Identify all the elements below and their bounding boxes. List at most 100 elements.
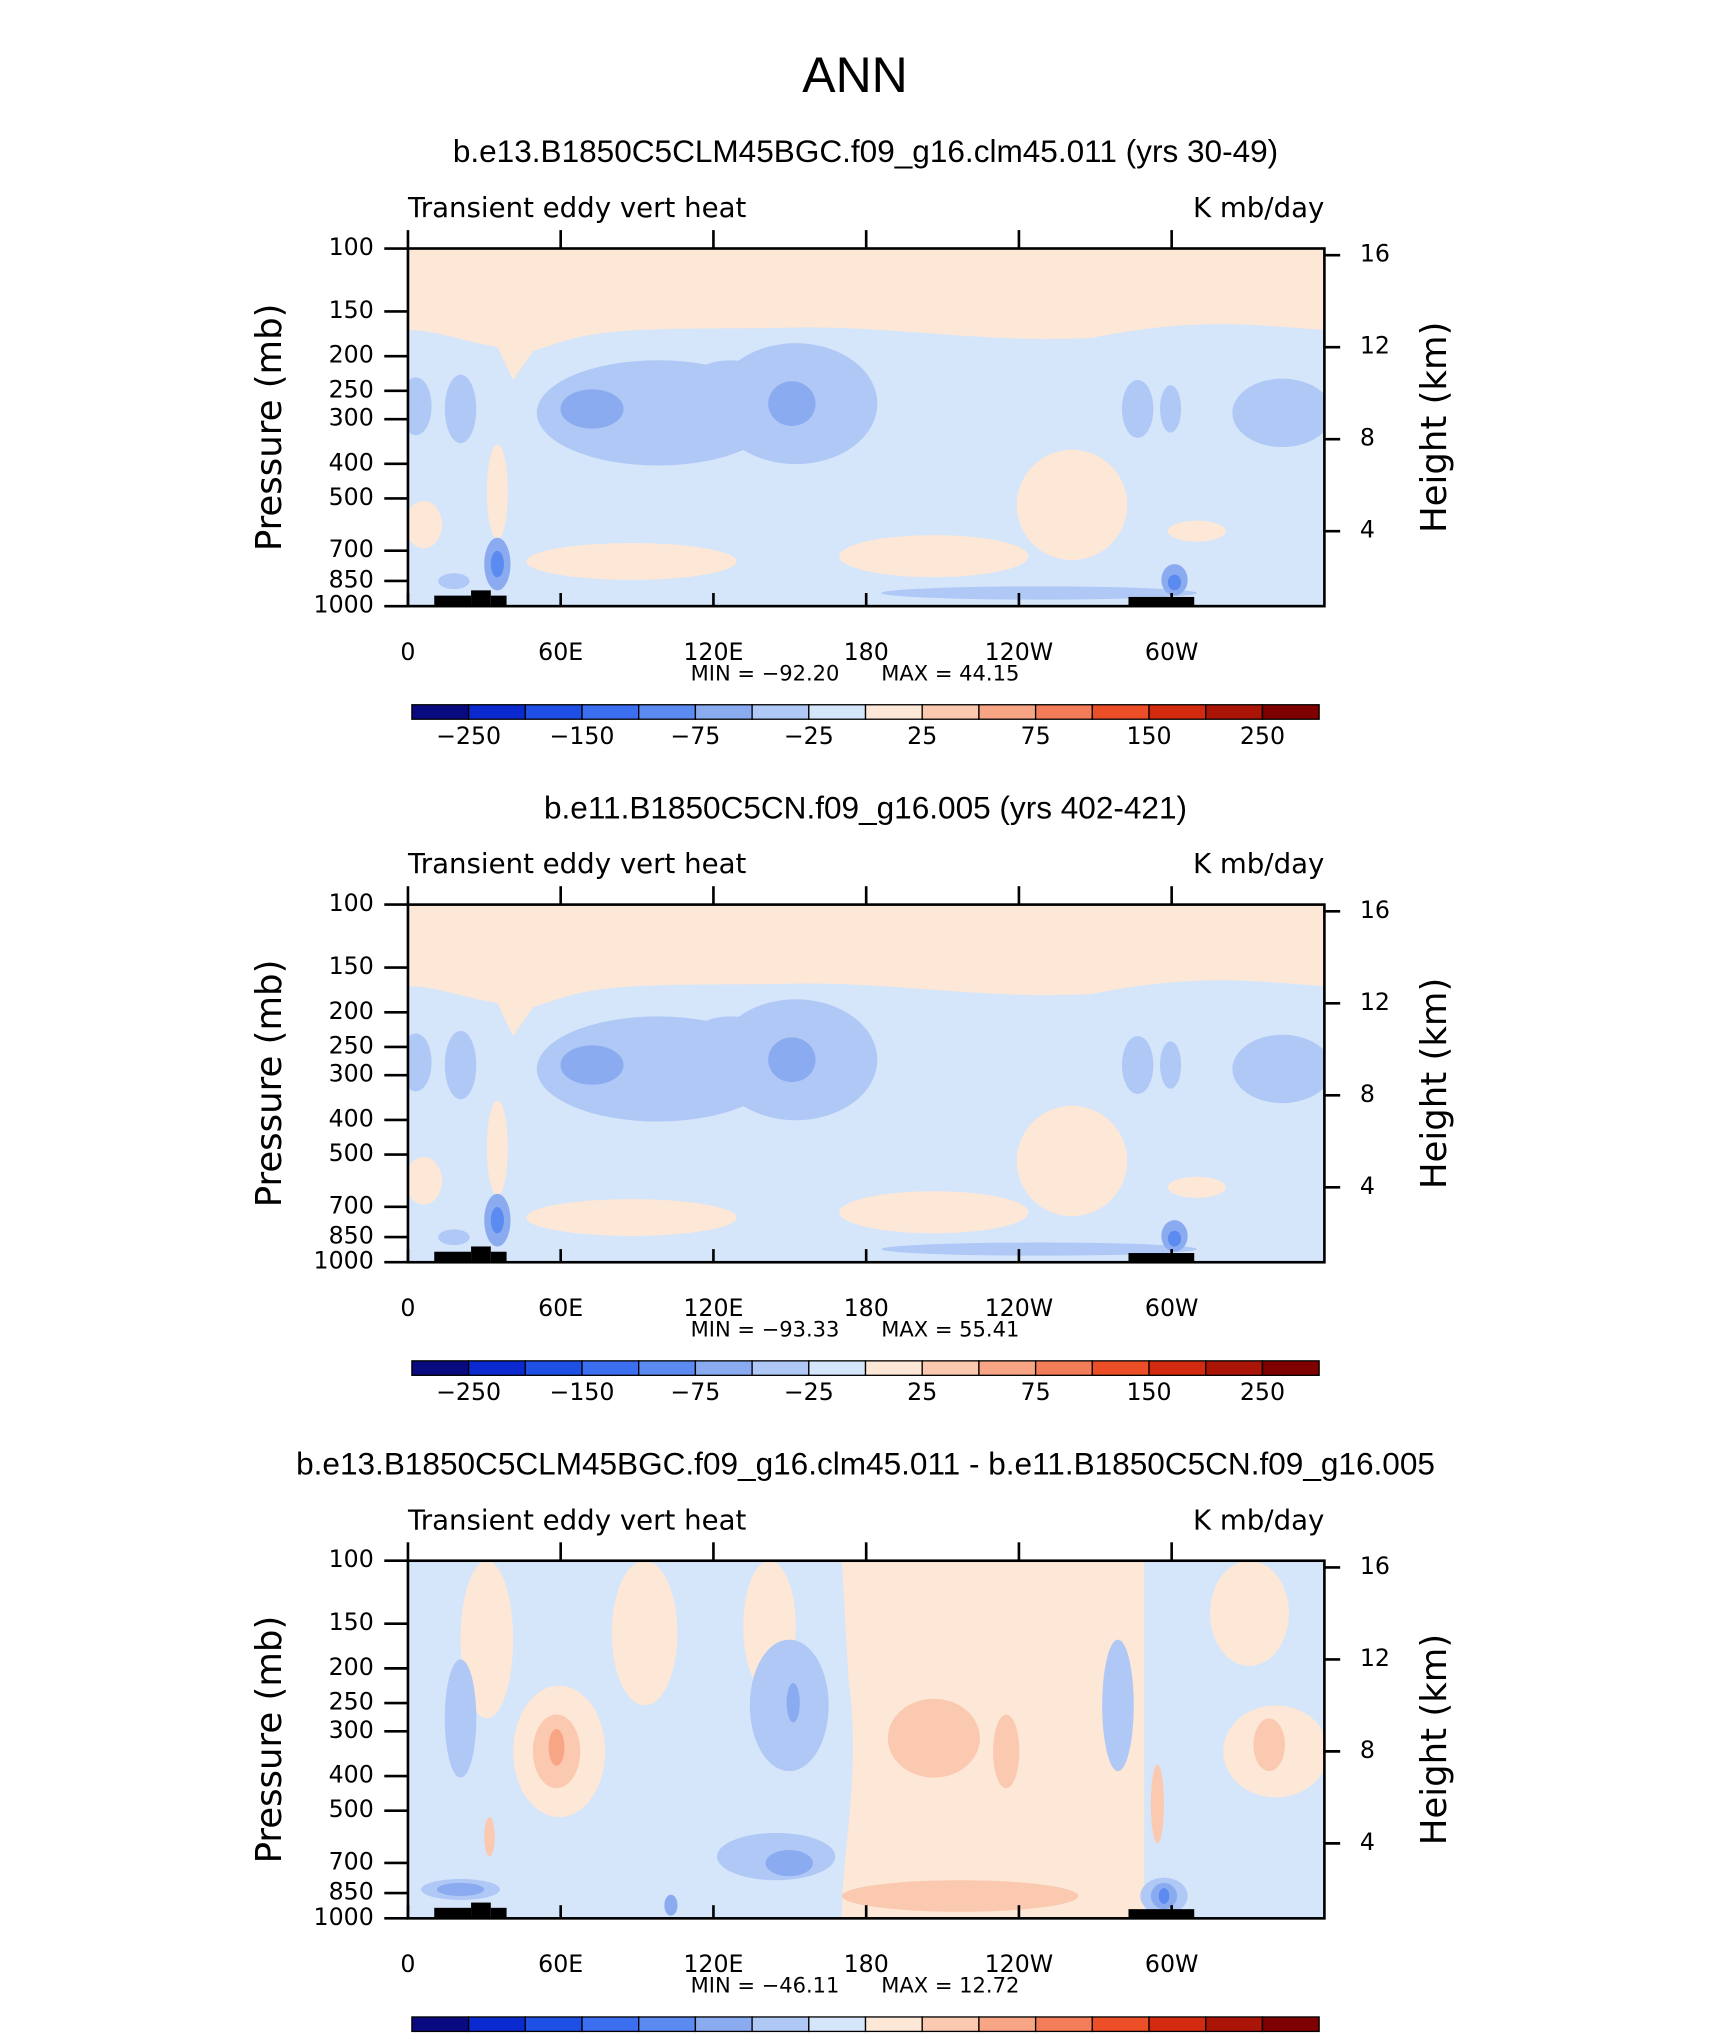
right-label: K mb/day <box>1193 847 1324 880</box>
contour-region <box>490 1207 504 1234</box>
colorbar-label: −150 <box>550 1378 615 1406</box>
colorbar-box <box>921 1360 980 1376</box>
contour-region <box>677 360 783 440</box>
topography <box>490 1907 507 1919</box>
colorbar-label: −75 <box>670 1378 720 1406</box>
colorbar-box <box>694 704 753 720</box>
y-tick-label: 100 <box>329 889 374 917</box>
colorbar-label: −250 <box>436 722 501 750</box>
contour-region <box>548 1729 565 1766</box>
colorbar-label: 75 <box>1021 1378 1051 1406</box>
y-tick-label: 150 <box>329 296 374 324</box>
contour-region <box>1160 1041 1182 1089</box>
colorbar-box <box>864 2016 923 2033</box>
colorbar-box <box>524 1360 583 1376</box>
max-label: MAX = 55.41 <box>881 1317 1019 1342</box>
colorbar-label: 25 <box>907 1378 937 1406</box>
colorbar-label: −250 <box>436 1378 501 1406</box>
contour-region <box>1121 379 1154 438</box>
x-tick-label: 120W <box>985 1950 1054 1978</box>
x-tick-label: 60W <box>1145 1294 1198 1322</box>
colorbar-label: −40 <box>614 2034 664 2038</box>
colorbar-label: 150 <box>1126 722 1171 750</box>
contour-region <box>768 381 816 427</box>
y-tick-label: 400 <box>329 1761 374 1789</box>
y2-tick-label: 16 <box>1360 240 1390 268</box>
contour-region <box>768 1037 816 1083</box>
contour-field <box>407 1560 1325 1919</box>
colorbar-box <box>1205 704 1264 720</box>
x-tick-label: 60E <box>538 1294 583 1322</box>
right-label: K mb/day <box>1193 1503 1324 1536</box>
colorbar-label: 0 <box>858 2034 873 2038</box>
contour-region <box>1016 449 1128 561</box>
min-label: MIN = −92.20 <box>691 661 840 686</box>
colorbar-box <box>864 1360 923 1376</box>
contour-region <box>1167 1230 1182 1247</box>
y-tick-label: 1000 <box>314 591 374 619</box>
contour-region <box>407 500 443 549</box>
contour-region <box>881 586 1197 600</box>
contour-region <box>444 1030 477 1100</box>
contour-field <box>407 904 1325 1263</box>
topography <box>471 1246 491 1263</box>
contour-region <box>841 1880 1079 1912</box>
topography <box>434 1251 472 1263</box>
left-label: Transient eddy vert heat <box>407 1503 747 1536</box>
colorbar-box <box>808 704 867 720</box>
colorbar-label: −25 <box>784 722 834 750</box>
topography <box>1128 1253 1195 1263</box>
contour-region <box>438 573 470 590</box>
contour-region <box>407 1157 443 1205</box>
contour-region <box>1167 1176 1226 1198</box>
colorbar-box <box>524 704 583 720</box>
contour-region <box>765 1849 813 1877</box>
contour-region <box>484 1817 495 1857</box>
contour-region <box>839 535 1029 578</box>
colorbar-box <box>581 1360 640 1376</box>
y-tick-label: 300 <box>329 1060 374 1088</box>
x-tick-label: 60W <box>1145 638 1198 666</box>
colorbar-box <box>1205 1360 1264 1376</box>
x-tick-label: 60E <box>538 1950 583 1978</box>
x-tick-label: 180 <box>844 1294 889 1322</box>
colorbar-box <box>411 704 470 720</box>
colorbar-box <box>751 704 810 720</box>
y-tick-label: 200 <box>329 997 374 1025</box>
colorbar-box <box>921 2016 980 2033</box>
panel-title: b.e13.B1850C5CLM45BGC.f09_g16.clm45.011 … <box>296 1445 1435 1481</box>
colorbar-box <box>467 1360 526 1376</box>
colorbar-box <box>1148 704 1207 720</box>
y-tick-label: 500 <box>329 483 374 511</box>
colorbar-box <box>1261 704 1320 720</box>
topography <box>1128 1909 1195 1919</box>
contour-region <box>1167 574 1182 591</box>
colorbar-box <box>411 2016 470 2033</box>
contour-region <box>1150 1764 1164 1844</box>
colorbar-box <box>1091 704 1150 720</box>
y-tick-label: 250 <box>329 375 374 403</box>
y-tick-label: 700 <box>329 1191 374 1219</box>
colorbar-box <box>808 2016 867 2033</box>
contour-region <box>1232 1034 1325 1104</box>
colorbar-label: −25 <box>784 1378 834 1406</box>
x-tick-label: 180 <box>844 638 889 666</box>
contour-region <box>407 377 432 436</box>
max-label: MAX = 12.72 <box>881 1973 1019 1998</box>
y-tick-label: 500 <box>329 1795 374 1823</box>
y2-tick-label: 16 <box>1360 1552 1390 1580</box>
colorbar-label: −10 <box>727 2034 777 2038</box>
x-tick-label: 60W <box>1145 1950 1198 1978</box>
colorbar-box <box>581 2016 640 2033</box>
colorbar-label: −80 <box>500 2034 550 2038</box>
x-tick-label: 0 <box>400 1294 415 1322</box>
colorbar-box <box>1034 1360 1093 1376</box>
y-tick-label: 400 <box>329 1104 374 1132</box>
contour-region <box>1160 385 1182 433</box>
min-label: MIN = −46.11 <box>691 1973 840 1998</box>
colorbar-label: 80 <box>1191 2034 1221 2038</box>
colorbar-box <box>751 2016 810 2033</box>
y2-tick-label: 4 <box>1360 1828 1375 1856</box>
colorbar-box <box>864 704 923 720</box>
